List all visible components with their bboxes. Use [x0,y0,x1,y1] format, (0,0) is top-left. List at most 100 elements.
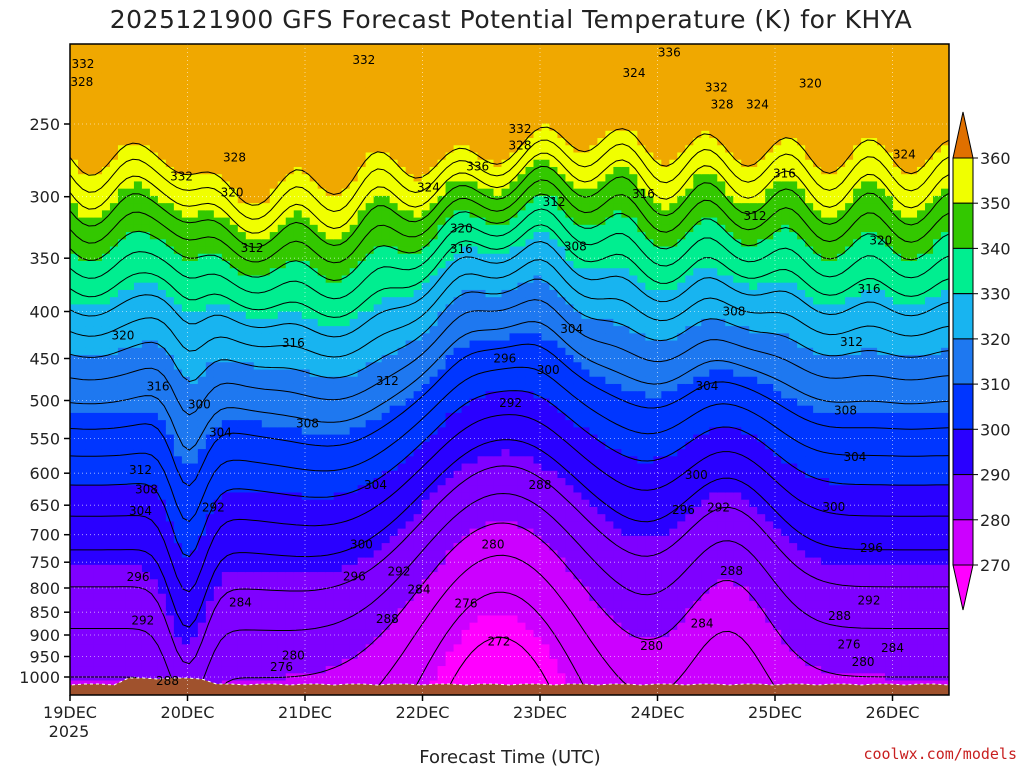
field-cell [373,253,383,262]
field-cell [149,246,159,255]
field-cell [461,65,471,74]
field-cell [77,644,87,653]
field-cell [133,87,143,96]
field-cell [229,405,239,414]
field-cell [509,318,519,327]
field-cell [245,217,255,226]
field-cell [277,203,287,211]
field-cell [269,427,279,436]
field-cell [109,528,119,537]
field-cell [117,521,127,530]
field-cell [333,87,343,96]
field-cell [85,181,95,190]
field-cell [253,145,263,154]
field-cell [437,478,447,486]
field-cell [381,600,391,609]
field-cell [445,449,455,457]
field-cell [341,355,351,363]
field-cell [437,644,447,653]
field-cell [285,152,295,161]
field-cell [421,282,431,291]
field-cell [109,478,119,486]
field-cell [325,166,335,175]
field-cell [397,427,407,436]
field-cell [421,94,431,103]
field-cell [389,261,399,269]
field-cell [269,195,279,204]
field-cell [213,87,223,96]
field-cell [349,376,359,385]
field-cell [213,44,223,52]
field-cell [277,362,287,371]
field-cell [205,261,215,269]
field-cell [237,261,247,269]
field-cell [261,58,271,67]
field-cell [485,51,495,60]
field-cell [70,557,79,566]
field-cell [309,535,319,544]
field-cell [93,94,103,103]
field-cell [493,326,503,334]
field-cell [221,87,231,96]
field-cell [70,217,79,226]
field-cell [309,441,319,450]
field-cell [117,550,127,559]
field-cell [309,492,319,501]
field-cell [133,615,143,624]
field-cell [165,622,175,631]
field-cell [157,362,167,371]
field-cell [485,398,495,407]
field-cell [269,412,279,421]
field-cell [429,499,439,508]
field-cell [285,340,295,349]
field-cell [197,514,207,522]
field-cell [221,557,231,566]
field-cell [261,622,271,631]
field-cell [261,492,271,501]
field-cell [317,246,327,255]
field-cell [261,217,271,226]
field-cell [109,579,119,588]
field-cell [429,637,439,645]
field-cell [253,550,263,559]
field-cell [189,579,199,588]
field-cell [85,340,95,349]
field-cell [93,666,103,674]
field-cell [373,239,383,248]
field-cell [501,543,511,551]
field-cell [181,138,191,146]
field-cell [237,311,247,320]
field-cell [341,116,351,125]
field-cell [77,514,87,522]
field-cell [269,72,279,81]
field-cell [397,333,407,342]
field-cell [389,181,399,190]
field-cell [469,586,479,595]
field-cell [341,514,351,522]
field-cell [77,651,87,660]
field-cell [373,521,383,530]
field-cell [293,145,303,154]
field-cell [373,543,383,551]
field-cell [477,506,487,515]
field-cell [421,405,431,414]
field-cell [309,289,319,298]
field-cell [277,130,287,139]
field-cell [109,485,119,494]
field-cell [485,651,495,660]
field-cell [453,340,463,349]
field-cell [197,586,207,595]
field-cell [373,441,383,450]
field-cell [253,159,263,168]
field-cell [101,94,111,103]
field-cell [421,564,431,573]
field-cell [77,138,87,146]
field-cell [341,666,351,674]
field-cell [165,304,175,313]
field-cell [133,420,143,428]
field-cell [205,145,215,154]
field-cell [125,586,135,595]
field-cell [101,311,111,320]
field-cell [357,333,367,342]
field-cell [381,420,391,428]
